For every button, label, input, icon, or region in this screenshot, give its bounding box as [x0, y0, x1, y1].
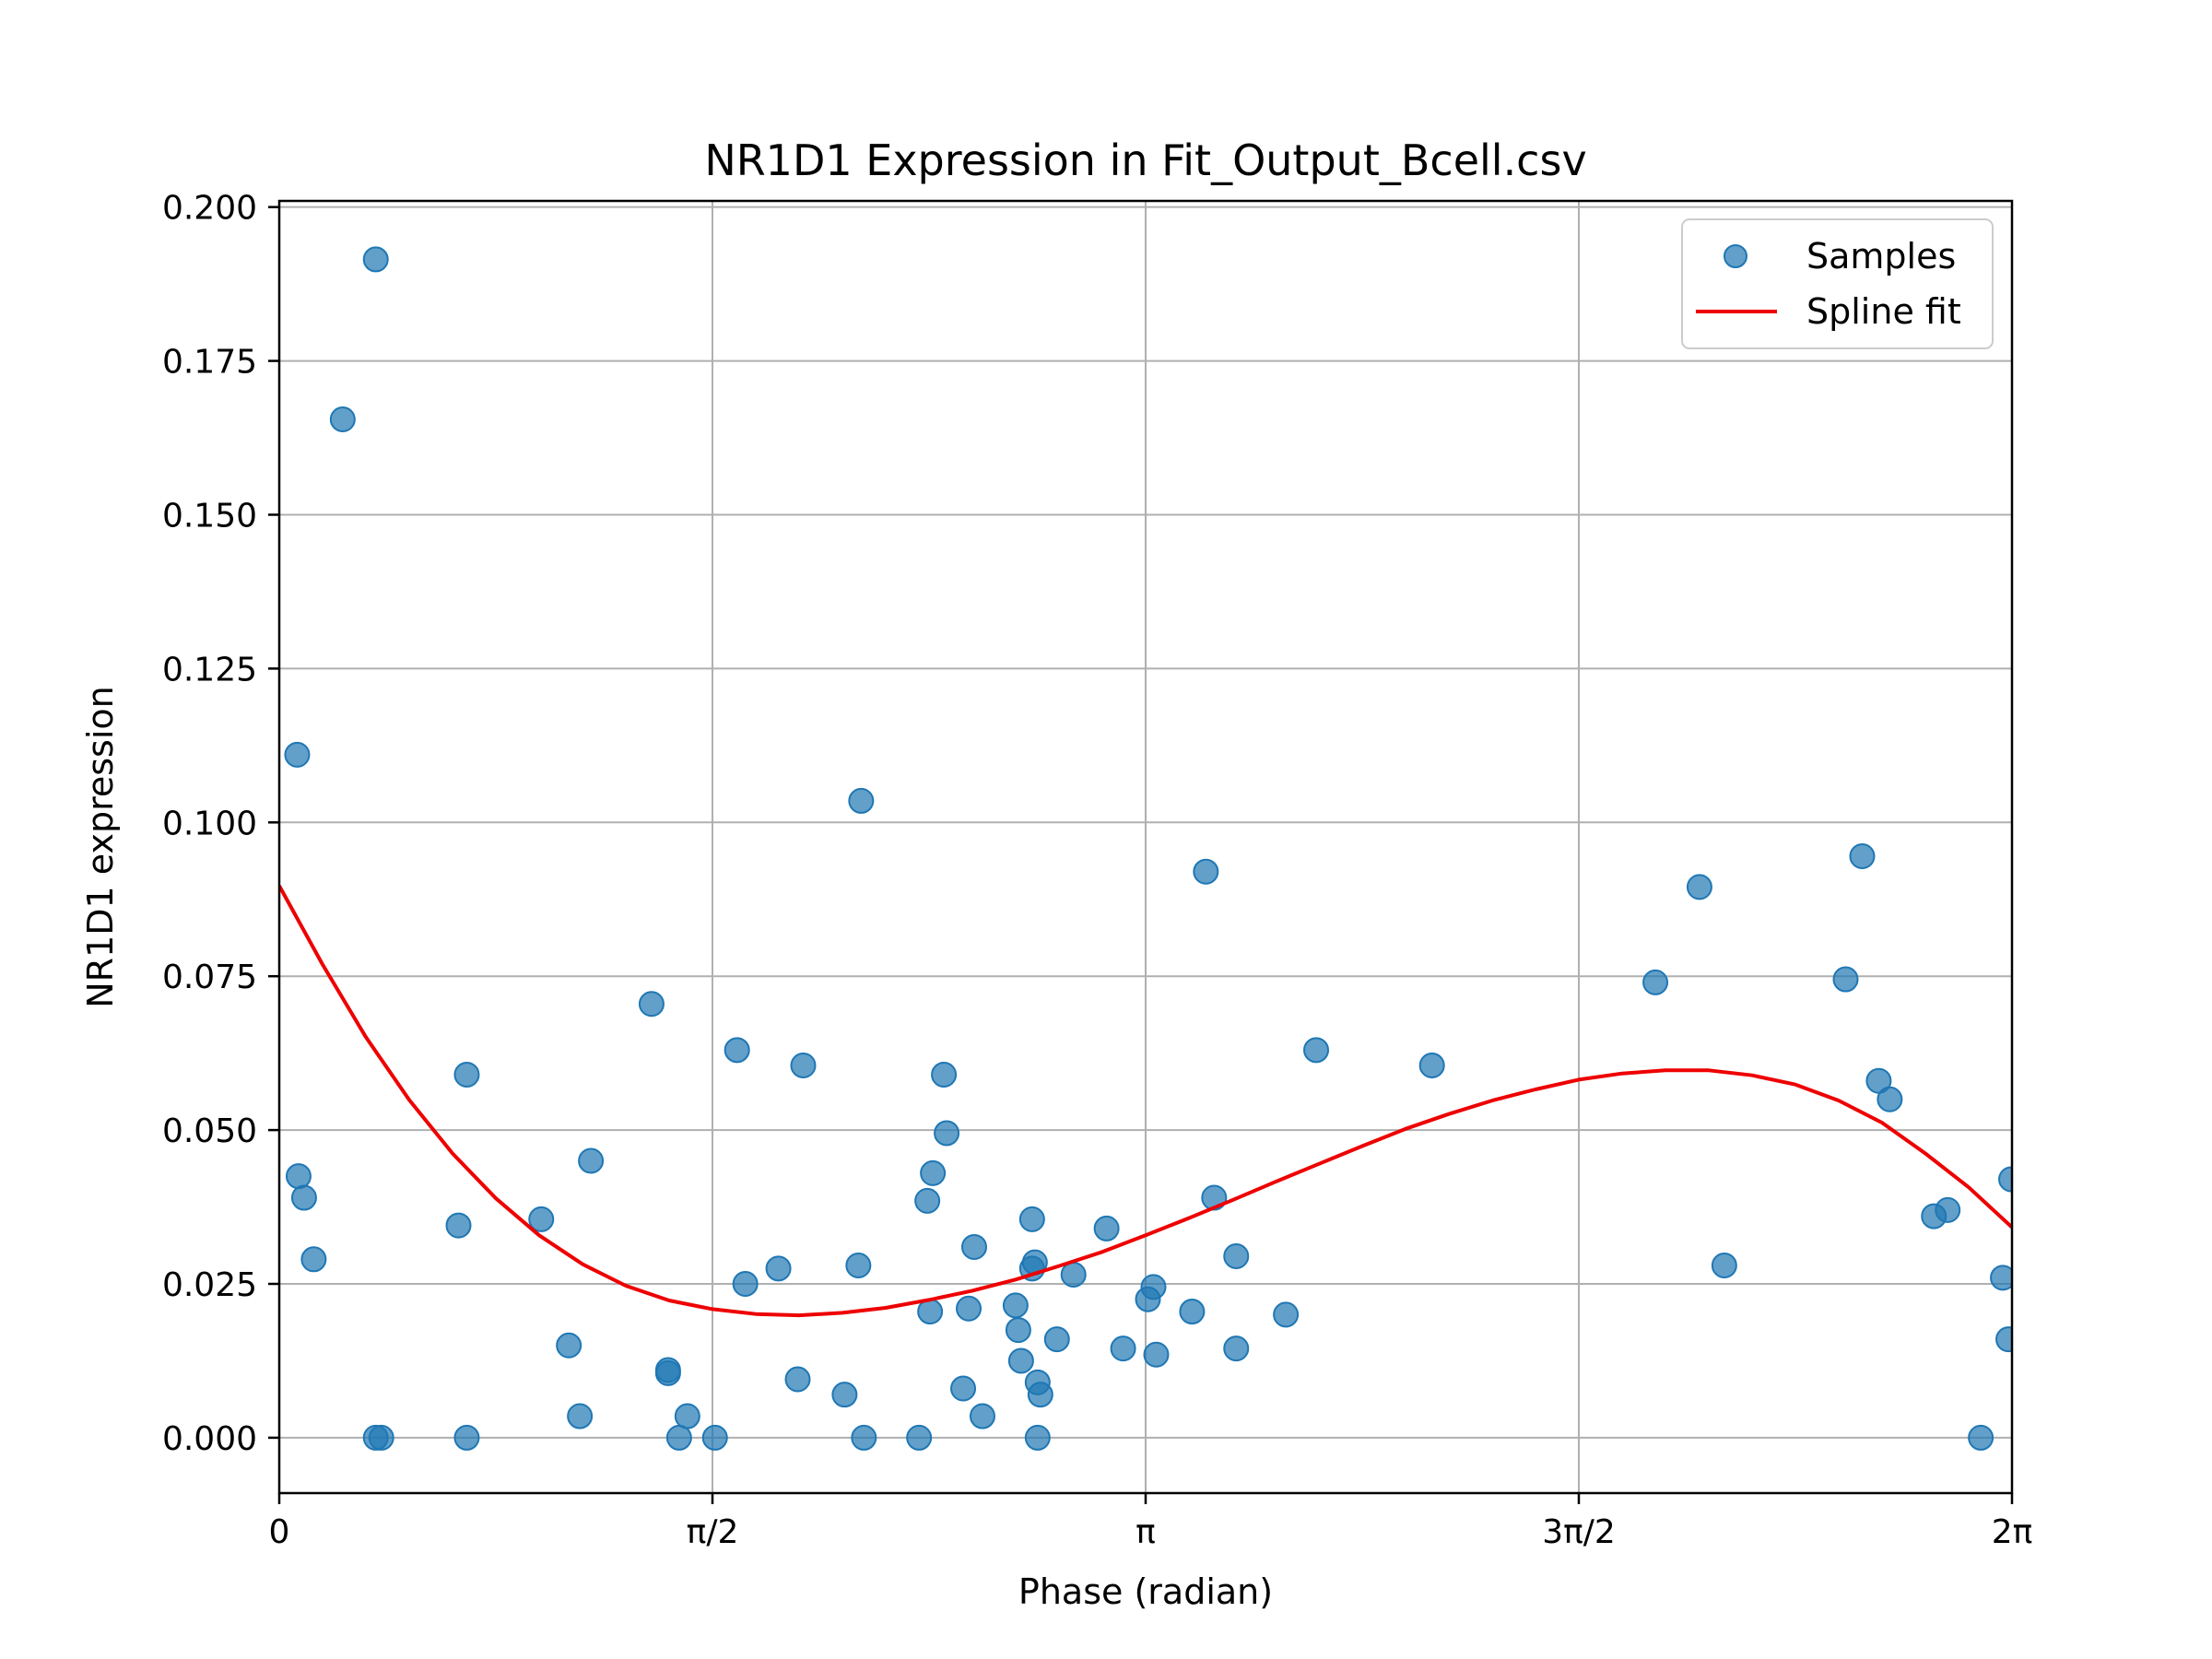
- y-tick-label: 0.025: [162, 1266, 257, 1304]
- sample-point: [368, 1424, 394, 1451]
- sample-point: [790, 1053, 817, 1079]
- sample-point: [1093, 1215, 1120, 1241]
- sample-point: [950, 1375, 977, 1402]
- sample-point: [831, 1382, 858, 1408]
- y-tick-label: 0.100: [162, 805, 257, 842]
- sample-point: [528, 1206, 555, 1232]
- y-axis-title: NR1D1 expression: [80, 686, 121, 1008]
- sample-point: [956, 1295, 982, 1322]
- y-tick-label: 0.150: [162, 497, 257, 535]
- x-tick-label: 3π/2: [1542, 1513, 1616, 1551]
- legend-box: [1681, 218, 1994, 349]
- sample-point: [701, 1424, 728, 1451]
- y-axis: 0.000 0.025 0.050 0.075 0.100 0.125 0.150 0.175…: [162, 190, 279, 1458]
- x-tick-label: 2π: [1992, 1513, 2033, 1551]
- x-axis: 0 π/2 π 3π/2 2π: [269, 1493, 2033, 1551]
- sample-point: [1024, 1424, 1051, 1451]
- sample-point: [567, 1403, 594, 1430]
- sample-point: [1223, 1335, 1250, 1362]
- sample-point: [1303, 1037, 1330, 1064]
- sample-point: [961, 1233, 988, 1260]
- sample-point: [1140, 1274, 1167, 1300]
- y-tick-label: 0.200: [162, 190, 257, 228]
- sample-point: [329, 406, 356, 433]
- y-tick-label: 0.125: [162, 651, 257, 688]
- sample-point: [920, 1159, 947, 1186]
- sample-point: [1027, 1382, 1053, 1408]
- y-tick-label: 0.000: [162, 1420, 257, 1458]
- sample-point: [1935, 1196, 1961, 1223]
- sample-point: [290, 1184, 317, 1211]
- sample-point: [1018, 1206, 1045, 1232]
- x-tick-label: π/2: [687, 1513, 739, 1551]
- sample-point: [1832, 966, 1859, 993]
- sample-point: [654, 1359, 681, 1386]
- y-tick-label: 0.175: [162, 344, 257, 382]
- sample-point: [1711, 1252, 1737, 1278]
- sample-point: [732, 1271, 759, 1298]
- sample-point: [638, 991, 665, 1018]
- sample-point: [1968, 1424, 1994, 1451]
- sample-point: [784, 1366, 811, 1393]
- sample-point: [1686, 874, 1712, 900]
- spline-fit-line: [279, 885, 2012, 1318]
- grid-lines: [278, 201, 2013, 1493]
- sample-point: [1005, 1317, 1031, 1344]
- sample-point: [969, 1403, 995, 1430]
- plot-content: [279, 246, 2012, 1451]
- y-tick-label: 0.050: [162, 1112, 257, 1150]
- sample-point: [1849, 843, 1876, 870]
- sample-point: [1060, 1261, 1087, 1288]
- sample-point: [931, 1062, 958, 1088]
- sample-point: [1179, 1299, 1206, 1325]
- sample-point: [453, 1062, 480, 1088]
- sample-point: [724, 1037, 750, 1064]
- sample-point: [665, 1424, 692, 1451]
- sample-point: [285, 1163, 312, 1190]
- sample-point: [1990, 1265, 2012, 1291]
- sample-point: [1193, 858, 1219, 885]
- sample-point: [1143, 1341, 1170, 1368]
- sample-point: [1642, 969, 1669, 995]
- legend-label-spline: Spline fit: [1806, 291, 1961, 332]
- sample-point: [362, 246, 389, 273]
- sample-point: [284, 741, 311, 768]
- sample-point: [1002, 1292, 1029, 1319]
- sample-point: [934, 1120, 960, 1147]
- legend: Samples Spline fit: [1681, 218, 1994, 349]
- sample-point: [674, 1403, 700, 1430]
- sample-point: [556, 1332, 582, 1359]
- sample-point: [845, 1252, 872, 1278]
- sample-point: [578, 1147, 605, 1174]
- sample-point: [914, 1187, 941, 1214]
- x-tick-label: 0: [269, 1513, 290, 1551]
- sample-point: [851, 1424, 877, 1451]
- y-tick-label: 0.075: [162, 959, 257, 996]
- sample-point: [1007, 1347, 1034, 1374]
- sample-point: [1110, 1335, 1136, 1362]
- sample-point: [848, 787, 875, 814]
- sample-point: [1043, 1326, 1070, 1353]
- sample-point: [445, 1212, 472, 1239]
- sample-point: [1995, 1326, 2012, 1353]
- sample-point: [765, 1255, 792, 1282]
- sample-point: [1223, 1242, 1250, 1269]
- x-tick-label: π: [1135, 1513, 1156, 1551]
- sample-point: [1273, 1301, 1300, 1328]
- sample-point: [917, 1299, 944, 1325]
- chart-title: NR1D1 Expression in Fit_Output_Bcell.csv: [704, 135, 1586, 185]
- sample-point: [1418, 1053, 1445, 1079]
- legend-label-samples: Samples: [1806, 236, 1956, 276]
- legend-marker-samples: [1724, 244, 1747, 268]
- sample-point: [906, 1424, 933, 1451]
- sample-point: [300, 1246, 327, 1273]
- sample-point: [1877, 1086, 1903, 1112]
- sample-point: [453, 1424, 480, 1451]
- x-axis-title: Phase (radian): [1018, 1571, 1273, 1612]
